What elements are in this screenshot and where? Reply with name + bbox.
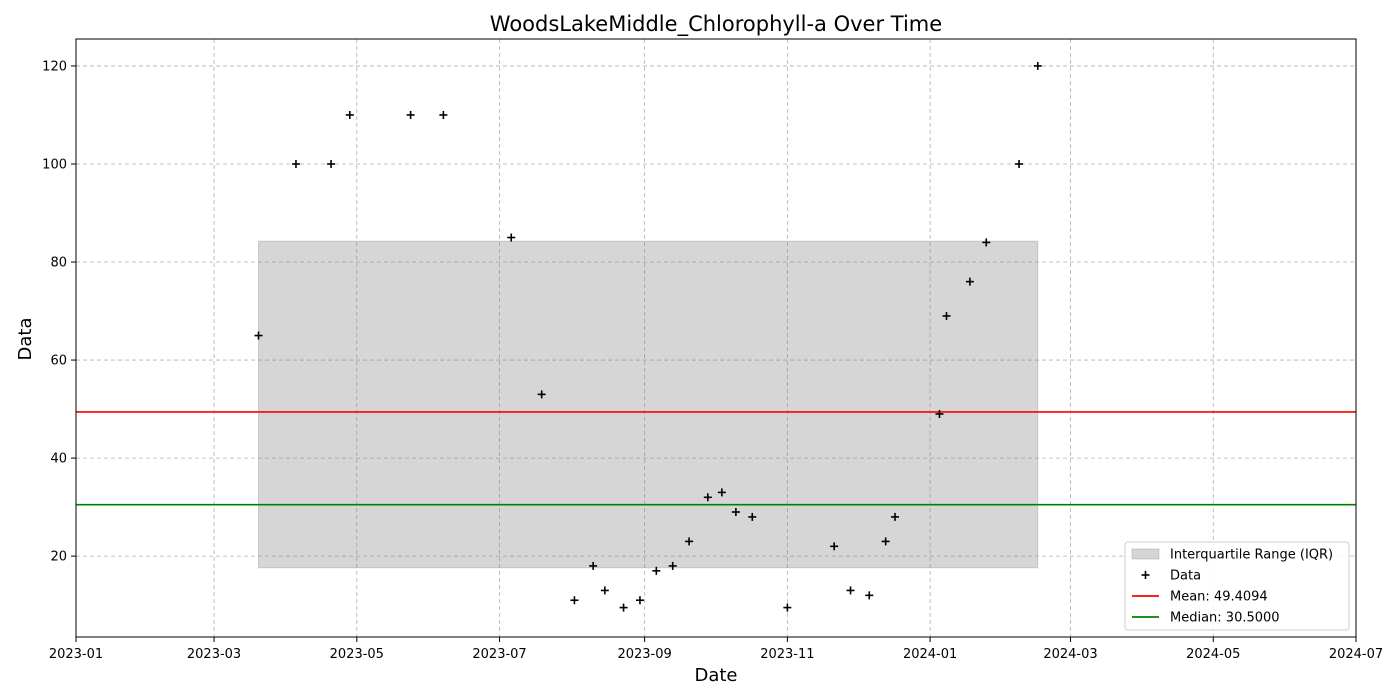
data-point: [345, 110, 354, 119]
data-point: [635, 596, 644, 605]
y-tick-label: 100: [42, 157, 67, 172]
data-point: [619, 603, 628, 612]
x-tick-label: 2024-03: [1043, 647, 1097, 662]
y-tick-label: 60: [50, 354, 67, 369]
chart-title: WoodsLakeMiddle_Chlorophyll-a Over Time: [490, 12, 942, 37]
data-point: [537, 390, 546, 399]
data-point: [865, 591, 874, 600]
data-point: [291, 159, 300, 168]
x-tick-label: 2023-07: [472, 647, 526, 662]
legend-box: [1124, 541, 1350, 631]
y-axis-label: Data: [15, 318, 36, 361]
x-tick-label: 2023-01: [49, 647, 103, 662]
y-tick-label: 40: [50, 452, 67, 467]
data-point: [703, 493, 712, 502]
legend-label: Interquartile Range (IQR): [1170, 548, 1333, 563]
data-point: [652, 566, 661, 575]
axes-frame: [75, 38, 1357, 638]
data-point: [507, 233, 516, 242]
legend-label: Median: 30.5000: [1170, 611, 1280, 626]
x-tick-label: 2023-09: [617, 647, 671, 662]
data-point: [846, 586, 855, 595]
legend-label: Data: [1170, 569, 1201, 584]
legend-label: Mean: 49.4094: [1170, 590, 1268, 605]
data-point: [717, 488, 726, 497]
legend-marker-data: [1141, 571, 1150, 579]
data-point: [1015, 159, 1024, 168]
x-tick-label: 2024-07: [1329, 647, 1383, 662]
x-axis-label: Date: [694, 665, 737, 686]
data-point: [942, 311, 951, 320]
data-point: [830, 542, 839, 551]
data-point: [891, 512, 900, 521]
data-point: [982, 238, 991, 247]
y-tick-label: 20: [50, 550, 67, 565]
data-point: [668, 561, 677, 570]
data-point: [731, 508, 740, 517]
data-point: [965, 277, 974, 286]
plot-area: 2023-01 2023-03 2023-05 2023-07 2023-09 2023-…: [42, 38, 1383, 662]
x-tick-label: 2024-05: [1186, 647, 1240, 662]
iqr-band: [258, 240, 1039, 569]
data-point: [327, 159, 336, 168]
legend-swatch-iqr: [1131, 548, 1160, 560]
data-point: [589, 561, 598, 570]
y-tick-label: 120: [42, 59, 67, 74]
data-point: [406, 110, 415, 119]
data-point: [254, 331, 263, 340]
x-tick-label: 2023-03: [187, 647, 241, 662]
data-point: [600, 586, 609, 595]
data-point: [570, 596, 579, 605]
data-point: [935, 409, 944, 418]
data-point: [1033, 61, 1042, 70]
x-tick-label: 2023-05: [330, 647, 384, 662]
data-point: [748, 512, 757, 521]
x-tick-label: 2023-11: [760, 647, 814, 662]
data-point: [439, 110, 448, 119]
legend: Interquartile Range (IQR) Data Mean: 49.40…: [1124, 541, 1350, 631]
data-point: [685, 537, 694, 546]
data-point: [881, 537, 890, 546]
data-point: [783, 603, 792, 612]
x-tick-label: 2024-01: [903, 647, 957, 662]
y-tick-label: 80: [50, 256, 67, 271]
